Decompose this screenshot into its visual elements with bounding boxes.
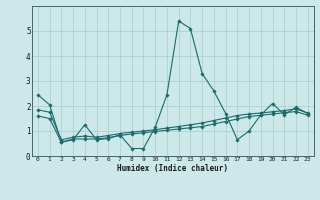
X-axis label: Humidex (Indice chaleur): Humidex (Indice chaleur) [117,164,228,173]
